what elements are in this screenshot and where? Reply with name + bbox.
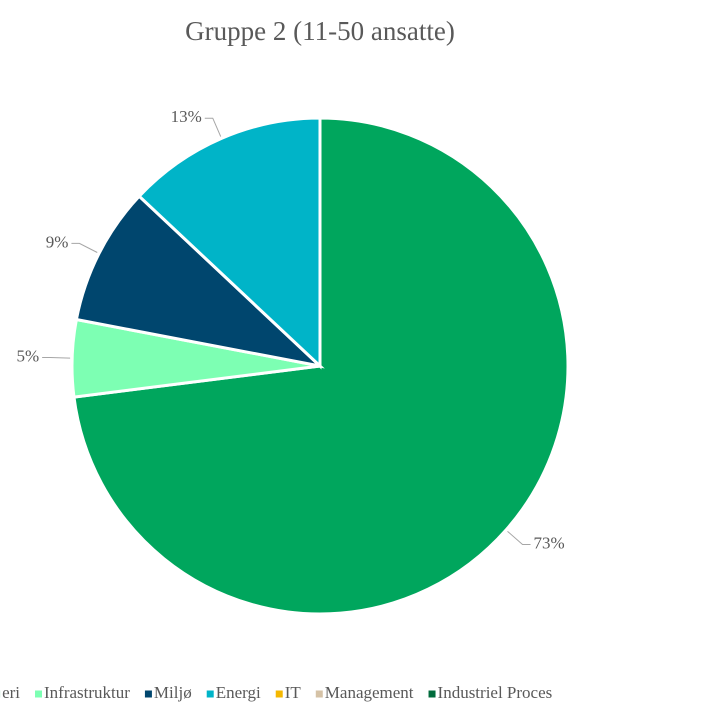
legend-swatch <box>206 690 214 698</box>
leader-line <box>42 357 71 359</box>
data-label: 73% <box>534 533 565 552</box>
leader-line <box>71 242 98 253</box>
legend-swatch <box>315 690 323 698</box>
legend-label: Management <box>325 683 414 702</box>
legend-swatch <box>144 690 152 698</box>
legend-label: eri <box>2 683 20 702</box>
pie-slice <box>137 116 322 370</box>
data-label: 13% <box>171 107 202 126</box>
pie-slice <box>74 194 325 369</box>
leader-line <box>204 117 222 137</box>
legend-swatch <box>35 690 42 698</box>
legend-label: Miljø <box>154 683 192 702</box>
chart-title: Gruppe 2 (11-50 ansatte) <box>185 16 455 46</box>
legend-label: Industriel Proces <box>438 683 553 702</box>
legend-swatch <box>275 690 283 698</box>
legend-swatch <box>428 690 436 698</box>
data-label: 9% <box>46 232 69 251</box>
legend-label: Energi <box>216 683 261 702</box>
legend-label: IT <box>285 683 302 702</box>
legend-label: Infrastruktur <box>44 683 130 702</box>
data-label: 5% <box>16 346 39 365</box>
leader-line <box>507 530 531 546</box>
